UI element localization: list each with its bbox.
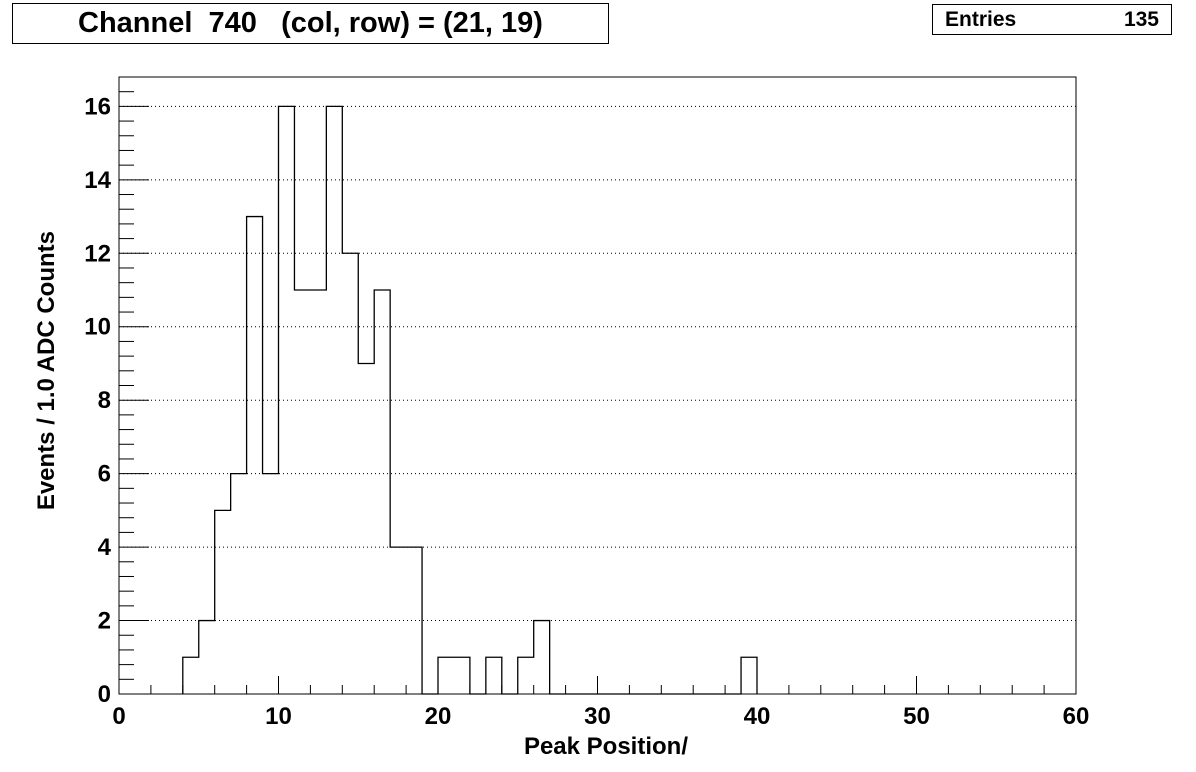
x-tick-label: 60 (1063, 703, 1090, 730)
tick-labels: 0 2 4 6 8 10 12 14 16 0 10 20 30 40 50 60 (84, 93, 1089, 730)
plot-frame (118, 76, 1077, 695)
x-tick-label: 0 (112, 703, 125, 730)
stats-entries-value: 135 (1123, 8, 1159, 31)
x-tick-label: 20 (425, 703, 452, 730)
x-tick-label: 50 (903, 703, 930, 730)
x-axis-title: Peak Position/ (524, 733, 688, 760)
stats-entries-label: Entries (945, 8, 1017, 31)
x-tick-label: 40 (744, 703, 771, 730)
y-axis-title: Events / 1.0 ADC Counts (33, 231, 60, 510)
y-tick-label: 16 (84, 93, 111, 120)
y-tick-label: 0 (98, 681, 111, 708)
y-tick-label: 4 (98, 534, 112, 561)
x-tick-label: 30 (584, 703, 611, 730)
y-tick-label: 10 (84, 314, 111, 341)
y-tick-label: 6 (98, 461, 111, 488)
y-tick-label: 2 (98, 608, 111, 635)
y-tick-label: 8 (98, 387, 111, 414)
y-tick-label: 12 (84, 240, 111, 267)
chart-title: Channel 740 (col, row) = (21, 19) (78, 7, 543, 39)
x-tick-label: 10 (265, 703, 292, 730)
title-box: Channel 740 (col, row) = (21, 19) (12, 3, 609, 44)
stats-box: Entries 135 (932, 4, 1172, 35)
y-tick-label: 14 (84, 167, 111, 194)
histogram-series (182, 105, 758, 695)
